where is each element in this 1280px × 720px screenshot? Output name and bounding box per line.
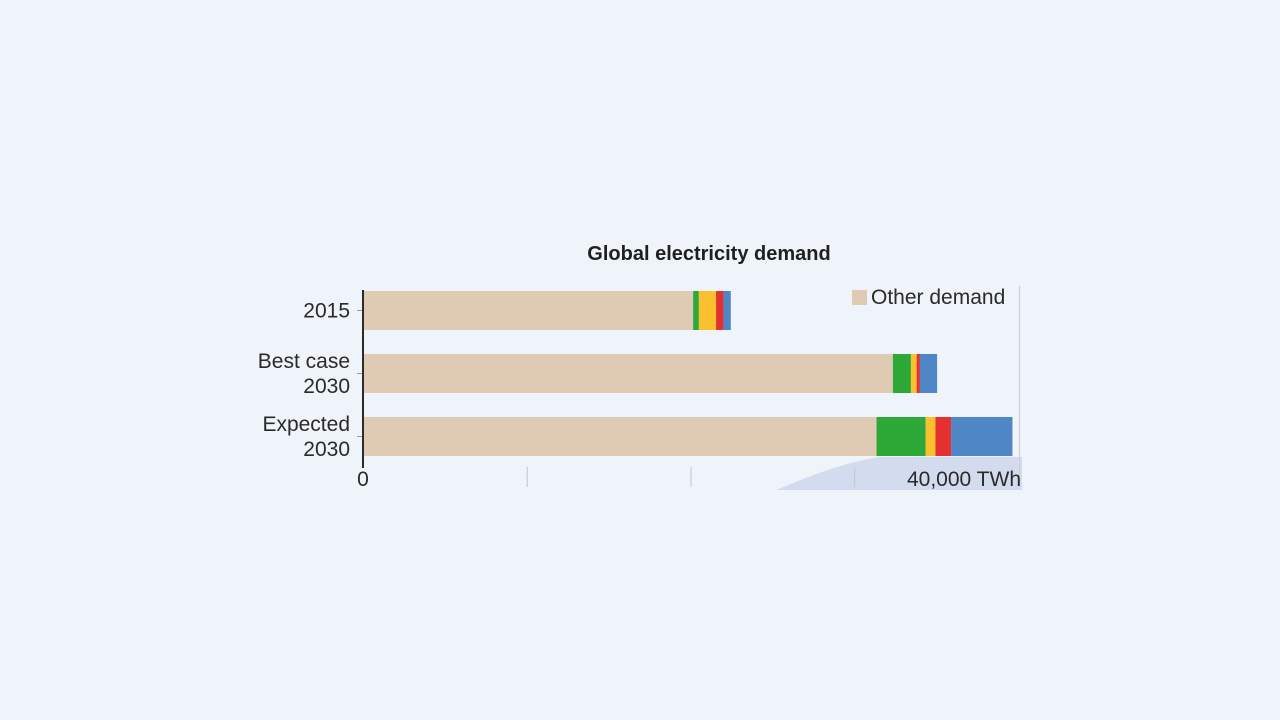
bar-segment-c1-s3 <box>916 354 920 393</box>
bar-segment-c0-s1 <box>693 291 699 330</box>
category-label-1-line-1: 2030 <box>303 375 350 398</box>
bar-segment-c1-s2 <box>910 354 917 393</box>
bar-segment-c0-s4 <box>723 291 731 330</box>
legend: Other demand <box>852 286 1005 309</box>
x-tick-label-4: 40,000 TWh <box>907 468 1021 491</box>
category-label-2-line-1: 2030 <box>303 438 350 461</box>
category-label-2-line-0: Expected <box>262 413 350 436</box>
bar-segment-c2-s1 <box>876 417 926 456</box>
legend-swatch-other-demand <box>852 290 867 305</box>
bar-segment-c2-s2 <box>925 417 936 456</box>
bar-segment-c2-s0 <box>364 417 877 456</box>
bar-segment-c1-s1 <box>892 354 911 393</box>
bar-segment-c0-s3 <box>716 291 724 330</box>
bar-segment-c1-s4 <box>919 354 938 393</box>
chart-title: Global electricity demand <box>587 243 830 265</box>
bar-segment-c1-s0 <box>364 354 893 393</box>
category-label-0-line-0: 2015 <box>303 300 350 323</box>
bars-layer <box>364 291 1013 456</box>
category-label-1-line-0: Best case <box>258 350 350 373</box>
bar-segment-c0-s2 <box>698 291 717 330</box>
background-wave <box>776 457 1022 490</box>
bar-segment-c2-s3 <box>935 417 952 456</box>
x-tick-label-0: 0 <box>357 468 369 491</box>
bar-segment-c0-s0 <box>364 291 694 330</box>
bar-segment-c2-s4 <box>951 417 1013 456</box>
legend-label-other-demand: Other demand <box>871 286 1005 309</box>
